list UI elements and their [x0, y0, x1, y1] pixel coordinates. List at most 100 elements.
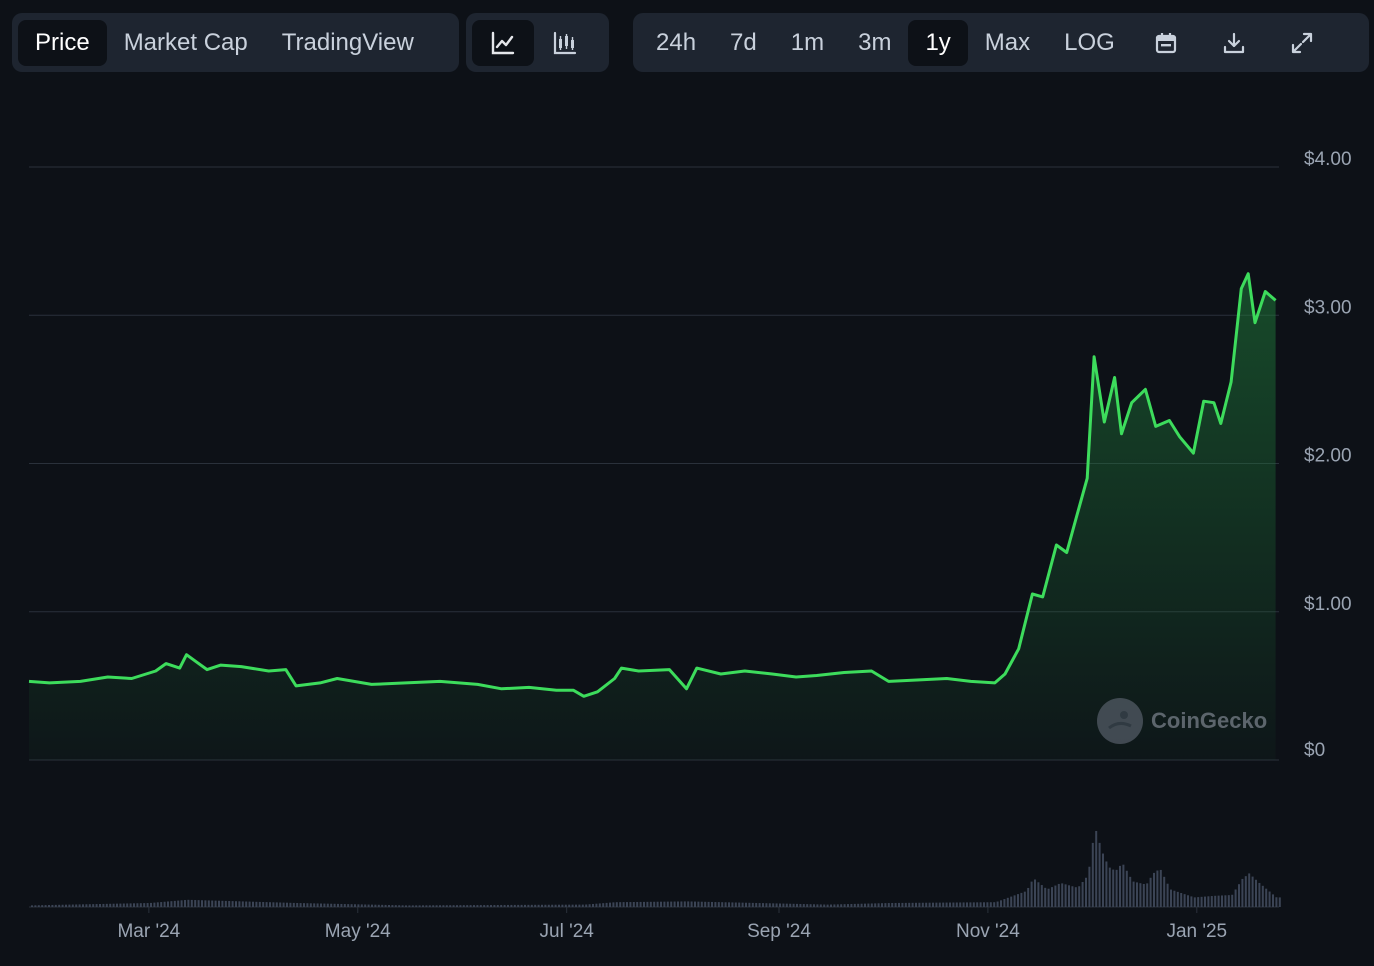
range-max[interactable]: Max	[984, 28, 1031, 56]
volume-bars	[31, 830, 1281, 907]
range-7d[interactable]: 7d	[730, 28, 757, 56]
volume-bar	[636, 901, 639, 907]
volume-bar	[1010, 896, 1013, 907]
tab-market-cap[interactable]: Market Cap	[123, 28, 248, 56]
volume-bar	[129, 903, 132, 907]
volume-bar	[945, 902, 948, 907]
fullscreen-button[interactable]	[1268, 20, 1336, 66]
volume-bar	[507, 904, 509, 907]
range-1y[interactable]: 1y	[908, 19, 968, 66]
volume-bar	[1003, 899, 1006, 907]
range-1m[interactable]: 1m	[790, 28, 825, 56]
volume-bar	[500, 904, 503, 907]
volume-bar	[734, 902, 737, 907]
log-scale-toggle[interactable]: LOG	[1064, 28, 1115, 56]
x-tick-label: May '24	[325, 921, 391, 942]
volume-bar	[615, 902, 618, 907]
candlestick-chart-button[interactable]	[534, 20, 596, 66]
volume-bar	[173, 900, 176, 907]
volume-bar	[928, 902, 931, 907]
line-chart-button[interactable]	[472, 19, 534, 66]
volume-bar	[112, 903, 115, 907]
volume-bar	[680, 901, 683, 907]
tab-price[interactable]: Price	[18, 19, 107, 66]
volume-bar	[942, 902, 945, 907]
volume-bar	[282, 902, 285, 907]
volume-bar	[996, 901, 999, 907]
volume-bar	[653, 901, 656, 907]
volume-bar	[840, 904, 843, 907]
volume-bar	[1159, 869, 1162, 907]
volume-bar	[558, 904, 560, 907]
volume-bar	[333, 903, 336, 907]
volume-bar	[479, 905, 482, 907]
volume-bar	[156, 902, 159, 907]
volume-bar	[768, 903, 771, 907]
volume-bar	[377, 904, 380, 907]
range-3m[interactable]: 3m	[858, 28, 892, 56]
view-tab-group: Price Market Cap TradingView	[12, 13, 459, 72]
tab-tradingview[interactable]: TradingView	[281, 28, 414, 56]
calendar-button[interactable]	[1132, 20, 1200, 66]
volume-bar	[524, 904, 526, 907]
volume-bar	[765, 903, 768, 907]
volume-bar	[1207, 896, 1210, 907]
volume-bar	[1238, 884, 1240, 907]
volume-bar	[1122, 864, 1125, 907]
chart-mode-group	[466, 13, 609, 72]
volume-bar	[1139, 883, 1142, 907]
volume-bar	[918, 902, 921, 907]
volume-bar	[473, 905, 475, 907]
volume-bar	[262, 902, 265, 907]
volume-bar	[1244, 876, 1247, 907]
volume-bar	[367, 904, 370, 907]
volume-bar	[908, 902, 911, 907]
y-tick-label: $4.00	[1304, 149, 1352, 170]
volume-bar	[925, 902, 928, 907]
volume-bar	[751, 902, 754, 907]
volume-bar	[921, 902, 924, 907]
volume-bar	[398, 905, 401, 907]
volume-bar	[238, 901, 241, 907]
volume-bar	[707, 901, 710, 907]
volume-bar	[51, 904, 54, 907]
volume-bar	[976, 902, 979, 907]
volume-bar	[394, 905, 397, 907]
volume-bar	[656, 901, 659, 907]
download-button[interactable]	[1200, 20, 1268, 66]
volume-bar	[534, 904, 537, 907]
volume-bar	[418, 905, 421, 907]
volume-bar	[1183, 894, 1186, 907]
volume-bar	[911, 902, 914, 907]
volume-bar	[197, 900, 200, 907]
volume-bar	[802, 904, 805, 907]
volume-bar	[408, 905, 411, 907]
range-24h[interactable]: 24h	[656, 28, 697, 56]
volume-bar	[598, 903, 601, 907]
volume-bar	[265, 902, 268, 907]
coingecko-watermark: CoinGecko	[1097, 698, 1267, 744]
volume-bar	[1013, 895, 1016, 907]
volume-bar	[462, 905, 465, 907]
volume-bar	[1102, 853, 1104, 907]
volume-bar	[755, 902, 758, 907]
volume-bar	[71, 904, 74, 907]
volume-bar	[833, 904, 836, 907]
volume-bar	[1017, 894, 1019, 907]
y-axis: $0 $1.00 $2.00 $3.00 $4.00	[1304, 149, 1352, 761]
volume-bar	[1163, 876, 1166, 907]
volume-bar	[816, 904, 819, 907]
volume-bar	[561, 904, 564, 907]
volume-bar	[279, 902, 282, 907]
volume-bar	[241, 901, 244, 907]
volume-bar	[643, 901, 645, 907]
volume-bar	[612, 902, 615, 907]
volume-bar	[1105, 861, 1108, 907]
volume-bar	[415, 905, 418, 907]
volume-bar	[874, 903, 877, 907]
volume-bar	[1153, 872, 1155, 907]
volume-bar	[789, 903, 792, 907]
volume-bar	[218, 900, 220, 907]
volume-bar	[384, 904, 387, 907]
